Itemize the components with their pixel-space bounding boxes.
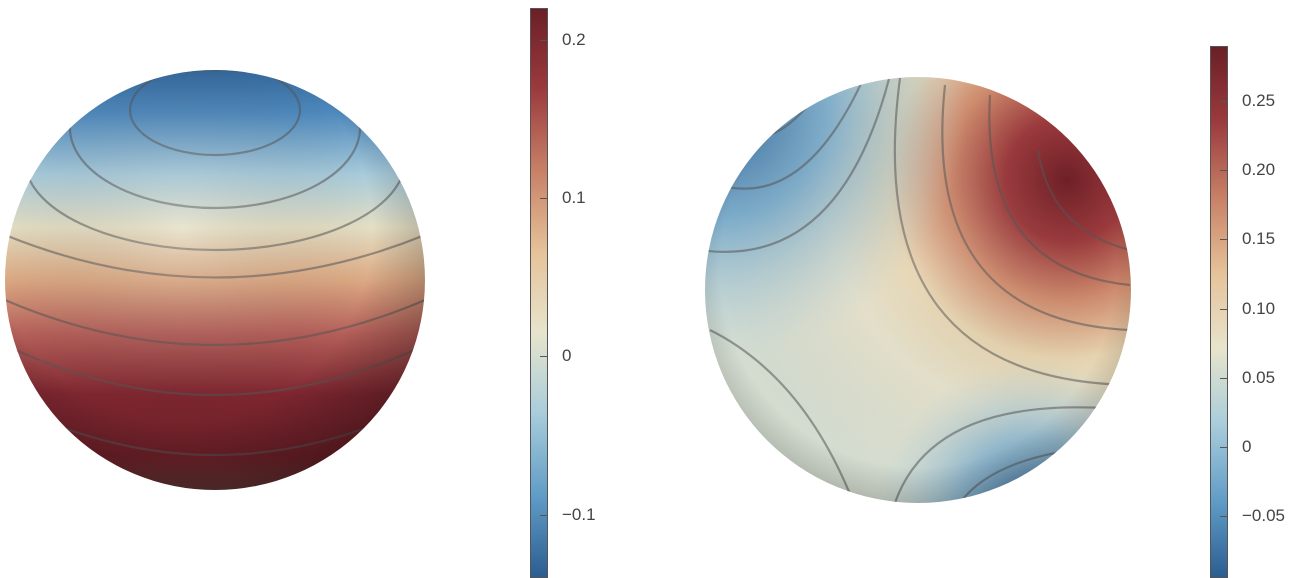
colorbar-tick-mark xyxy=(1220,101,1228,103)
left-sphere-panel: 0.2 0.1 0 −0.1 xyxy=(0,0,620,578)
colorbar-tick-label: 0.2 xyxy=(562,29,586,49)
colorbar-tick-mark xyxy=(540,356,548,358)
colorbar-tick-mark xyxy=(540,39,548,41)
colorbar-tick-label: 0 xyxy=(1242,436,1252,456)
colorbar-tick-label: 0 xyxy=(562,346,572,366)
right-colorbar xyxy=(1210,46,1228,578)
colorbar-tick-mark xyxy=(1220,239,1228,241)
colorbar-tick-label: 0.20 xyxy=(1242,160,1276,180)
right-sphere-panel: 0.25 0.20 0.15 0.10 0.05 0 −0.05 xyxy=(690,0,1303,578)
colorbar-tick-label: 0.05 xyxy=(1242,367,1276,387)
colorbar-tick-mark xyxy=(540,514,548,516)
colorbar-tick-mark xyxy=(1220,446,1228,448)
colorbar-tick-label: −0.1 xyxy=(562,504,596,524)
colorbar-tick-mark xyxy=(1220,377,1228,379)
colorbar-tick-label: 0.25 xyxy=(1242,91,1276,111)
colorbar-tick-label: −0.05 xyxy=(1242,505,1286,525)
right-sphere-plot xyxy=(705,77,1131,503)
colorbar-tick-mark xyxy=(540,198,548,199)
colorbar-tick-mark xyxy=(1220,170,1228,172)
colorbar-tick-mark xyxy=(1220,308,1228,310)
colorbar-tick-label: 0.15 xyxy=(1242,229,1276,249)
colorbar-tick-label: 0.1 xyxy=(562,188,586,207)
colorbar-tick-label: 0.10 xyxy=(1242,298,1276,318)
colorbar-tick-mark xyxy=(1220,515,1228,517)
left-colorbar xyxy=(530,8,548,578)
left-sphere-plot xyxy=(5,70,425,490)
